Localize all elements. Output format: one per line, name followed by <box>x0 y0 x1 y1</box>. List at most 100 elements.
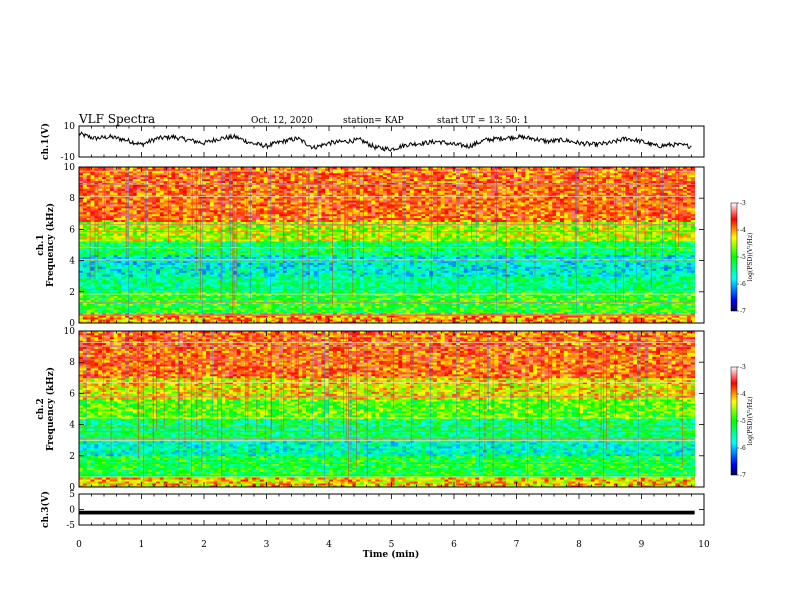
heatmap-cell <box>652 264 657 267</box>
heatmap-cell <box>186 309 191 312</box>
heatmap-cell <box>336 307 342 310</box>
heatmap-cell <box>332 295 338 299</box>
heatmap-cell <box>671 289 676 293</box>
heatmap-cell <box>155 284 161 287</box>
heatmap-cell <box>675 289 680 293</box>
heatmap-cell <box>540 264 545 267</box>
heatmap-cell <box>559 303 565 306</box>
heatmap-cell <box>182 268 188 271</box>
heatmap-cell <box>363 268 368 271</box>
heatmap-cell <box>90 270 95 273</box>
heatmap-cell <box>552 315 557 318</box>
heatmap-cell <box>667 266 672 269</box>
heatmap-cell <box>625 291 630 295</box>
heatmap-cell <box>513 295 519 299</box>
heatmap-cell <box>413 293 418 297</box>
heatmap-cell <box>686 270 692 273</box>
heatmap-cell <box>125 293 130 297</box>
heatmap-cell <box>432 295 438 299</box>
heatmap-cell <box>125 307 130 310</box>
heatmap-cell <box>636 284 642 287</box>
heatmap-cell <box>602 315 607 318</box>
heatmap-cell <box>171 284 176 287</box>
heatmap-cell <box>98 315 103 318</box>
heatmap-cell <box>498 289 503 293</box>
heatmap-cell <box>348 266 353 269</box>
heatmap-cell <box>175 262 180 265</box>
heatmap-cell <box>232 321 238 323</box>
heatmap-cell <box>279 307 284 310</box>
heatmap-cell <box>98 319 103 322</box>
heatmap-cell <box>194 278 199 281</box>
heatmap-cell <box>113 272 118 275</box>
heatmap-cell <box>255 297 261 300</box>
heatmap-cell <box>171 293 176 297</box>
heatmap-cell <box>467 321 472 323</box>
heatmap-cell <box>382 309 388 312</box>
heatmap-cell <box>175 303 180 306</box>
heatmap-cell <box>382 315 388 318</box>
heatmap-cell <box>525 276 530 279</box>
heatmap-cell <box>429 311 434 314</box>
heatmap-cell <box>521 285 526 289</box>
heatmap-cell <box>306 262 311 265</box>
heatmap-cell <box>344 305 349 308</box>
heatmap-cell <box>436 293 442 297</box>
heatmap-cell <box>298 274 303 277</box>
heatmap-cell <box>459 307 465 310</box>
heatmap-cell <box>629 293 634 297</box>
heatmap-cell <box>340 317 345 320</box>
heatmap-cell <box>109 305 115 308</box>
heatmap-cell <box>94 295 99 299</box>
heatmap-cell <box>444 319 449 322</box>
heatmap-cell <box>486 321 492 323</box>
heatmap-cell <box>525 274 530 277</box>
heatmap-cell <box>406 264 411 267</box>
heatmap-cell <box>240 284 245 287</box>
heatmap-cell <box>136 266 141 269</box>
heatmap-cell <box>475 289 480 293</box>
heatmap-cell <box>386 285 392 289</box>
heatmap-cell <box>267 321 272 323</box>
heatmap-cell <box>690 289 696 293</box>
heatmap-cell <box>636 278 642 281</box>
heatmap-cell <box>205 319 211 322</box>
heatmap-cell <box>371 297 376 300</box>
heatmap-cell <box>644 266 649 269</box>
heatmap-cell <box>190 278 195 281</box>
heatmap-cell <box>417 291 422 295</box>
heatmap-cell <box>479 293 484 297</box>
heatmap-cell <box>125 268 130 271</box>
heatmap-cell <box>463 276 469 279</box>
heatmap-cell <box>171 299 176 302</box>
heatmap-cell <box>390 274 395 277</box>
heatmap-cell <box>152 268 157 271</box>
heatmap-cell <box>640 276 646 279</box>
heatmap-cell <box>417 319 422 322</box>
heatmap-cell <box>371 268 376 271</box>
heatmap-cell <box>498 321 503 323</box>
heatmap-cell <box>459 280 465 283</box>
heatmap-cell <box>317 285 322 289</box>
heatmap-cell <box>159 315 165 318</box>
heatmap-cell <box>575 278 580 281</box>
heatmap-cell <box>448 276 453 279</box>
heatmap-cell <box>613 303 619 306</box>
heatmap-cell <box>340 305 345 308</box>
heatmap-cell <box>598 289 603 293</box>
heatmap-cell <box>602 293 607 297</box>
heatmap-cell <box>113 291 118 295</box>
heatmap-cell <box>232 274 238 277</box>
heatmap-cell <box>402 315 407 318</box>
heatmap-cell <box>598 309 603 312</box>
heatmap-cell <box>363 284 368 287</box>
heatmap-cell <box>629 309 634 312</box>
heatmap-cell <box>675 264 680 267</box>
heatmap-cell <box>459 309 465 312</box>
heatmap-cell <box>213 266 218 269</box>
heatmap-cell <box>356 266 361 269</box>
heatmap-cell <box>436 307 442 310</box>
heatmap-cell <box>671 282 676 285</box>
heatmap-cell <box>590 311 595 314</box>
heatmap-cell <box>394 295 399 299</box>
